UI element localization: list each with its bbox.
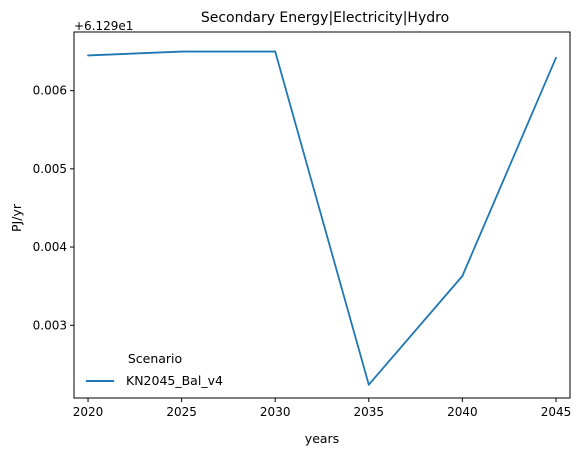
y-tick-label: 0.003 [33, 318, 67, 332]
y-axis: 0.003 0.004 0.005 0.006 [33, 84, 74, 332]
data-point [180, 50, 183, 53]
data-point [274, 50, 277, 53]
legend-label: KN2045_Bal_v4 [126, 373, 223, 388]
y-tick-label: 0.005 [33, 162, 67, 176]
data-point [367, 383, 370, 386]
x-tick-label: 2040 [447, 405, 478, 419]
data-point [555, 56, 557, 59]
legend-title: Scenario [128, 351, 182, 366]
y-tick-label: 0.006 [33, 84, 67, 98]
x-tick-label: 2025 [166, 405, 197, 419]
x-tick-label: 2035 [354, 405, 385, 419]
data-point [87, 54, 89, 57]
chart-title: Secondary Energy|Electricity|Hydro [201, 10, 449, 26]
series-layer [87, 50, 557, 386]
y-axis-label: PJ/yr [9, 203, 24, 232]
x-axis: 2020 2025 2030 2035 2040 2045 [73, 398, 571, 419]
series-line [88, 50, 557, 386]
x-tick-label: 2045 [541, 405, 572, 419]
x-tick-label: 2020 [73, 405, 104, 419]
data-point [461, 275, 464, 277]
plot-frame [73, 31, 571, 399]
x-axis-label: years [305, 431, 339, 446]
x-tick-label: 2030 [260, 405, 291, 419]
legend: Scenario KN2045_Bal_v4 [86, 351, 223, 388]
y-offset-label: +6.129e1 [74, 19, 133, 33]
y-tick-label: 0.004 [33, 240, 67, 254]
